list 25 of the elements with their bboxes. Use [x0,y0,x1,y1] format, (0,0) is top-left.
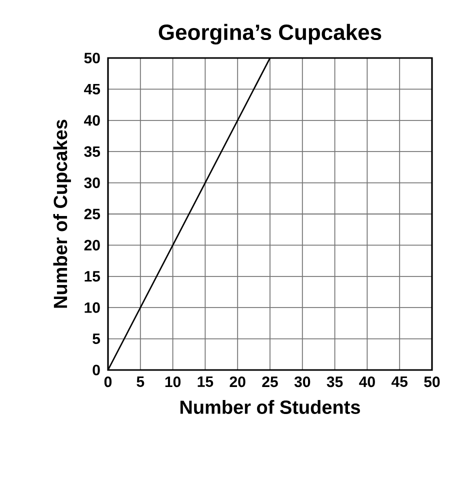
y-tick-label: 30 [84,177,100,188]
y-tick-label: 40 [84,115,100,126]
y-tick-label: 5 [92,334,100,344]
x-tick-label: 20 [230,376,246,388]
y-tick-label: 45 [84,84,100,94]
x-tick-label: 0 [104,376,112,388]
y-tick-label: 50 [84,52,100,64]
y-axis-title: Number of Cupcakes [53,120,71,308]
x-tick-label: 5 [136,376,144,387]
x-tick-label: 30 [294,376,310,388]
x-tick-label: 50 [424,376,440,388]
y-tick-label: 25 [84,208,100,220]
x-tick-label: 45 [391,376,408,387]
y-tick-label: 15 [84,271,100,282]
x-tick-label: 10 [165,376,181,388]
y-tick-label: 35 [84,146,100,157]
x-tick-label: 15 [198,376,214,387]
x-tick-label: 40 [359,376,375,388]
y-tick-label: 20 [84,240,100,251]
x-tick-label: 25 [262,376,278,388]
chart-title: Georgina’s Cupcakes [158,24,382,44]
y-tick-label: 0 [92,364,100,376]
x-axis-title: Number of Students [180,400,360,414]
x-tick-label: 35 [326,376,343,388]
y-tick-label: 10 [84,302,100,313]
